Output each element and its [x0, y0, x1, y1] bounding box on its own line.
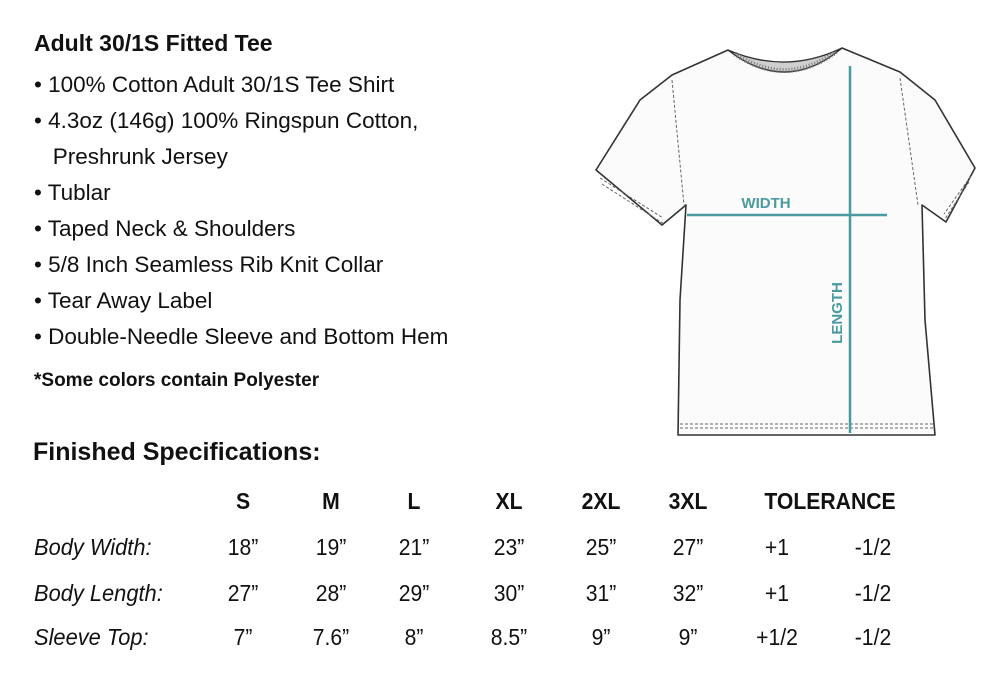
table-cell: 8”: [404, 624, 424, 650]
table-cell: 28”: [315, 580, 347, 606]
table-cell: 21”: [398, 534, 430, 560]
stitching: [599, 77, 972, 429]
tolerance-tol-minus: -1/2: [854, 580, 892, 606]
column-header: XL: [495, 488, 523, 514]
table-cell: 27”: [227, 580, 259, 606]
feature-item: • Double-Needle Sleeve and Bottom Hem: [34, 324, 449, 349]
table-cell: 7.6”: [312, 624, 350, 650]
polyester-note: *Some colors contain Polyester: [34, 370, 320, 391]
table-cell: 8.5”: [490, 624, 528, 650]
tolerance-tol-plus: +1: [764, 534, 790, 560]
column-header: M: [322, 488, 340, 514]
table-cell: 9”: [678, 624, 698, 650]
tee-shirt-outline: [595, 47, 976, 436]
table-cell: 27”: [672, 534, 704, 560]
tolerance-tol-plus: +1: [764, 580, 790, 606]
rib-knit: [733, 49, 838, 73]
table-cell: 9”: [591, 624, 611, 650]
tolerance-tol-minus: -1/2: [854, 624, 892, 650]
table-cell: 7”: [233, 624, 253, 650]
table-cell: 18”: [227, 534, 259, 560]
feature-item: • Tear Away Label: [34, 288, 213, 313]
feature-item: • 5/8 Inch Seamless Rib Knit Collar: [34, 252, 384, 277]
length-label: LENGTH: [829, 282, 846, 344]
row-label: Sleeve Top:: [34, 624, 149, 650]
feature-item: Preshrunk Jersey: [34, 144, 228, 169]
product-title: Adult 30/1S Fitted Tee: [34, 30, 273, 56]
column-header: TOLERANCE: [764, 488, 896, 514]
tolerance-tol-plus: +1/2: [756, 624, 798, 650]
feature-item: • Taped Neck & Shoulders: [34, 216, 296, 241]
column-header: 2XL: [581, 488, 621, 514]
specifications-title: Finished Specifications:: [33, 438, 321, 466]
table-cell: 32”: [672, 580, 704, 606]
column-header: L: [407, 488, 421, 514]
table-cell: 25”: [585, 534, 617, 560]
feature-item: • Tublar: [34, 180, 111, 205]
column-header: 3XL: [668, 488, 708, 514]
row-label: Body Width:: [34, 534, 152, 560]
table-cell: 19”: [315, 534, 347, 560]
table-cell: 30”: [493, 580, 525, 606]
column-header: S: [235, 488, 251, 514]
row-label: Body Length:: [34, 580, 163, 606]
table-cell: 31”: [585, 580, 617, 606]
tolerance-tol-minus: -1/2: [854, 534, 892, 560]
feature-item: • 100% Cotton Adult 30/1S Tee Shirt: [34, 72, 395, 97]
table-cell: 23”: [493, 534, 525, 560]
table-cell: 29”: [398, 580, 430, 606]
feature-item: • 4.3oz (146g) 100% Ringspun Cotton,: [34, 108, 419, 133]
width-label: WIDTH: [741, 195, 790, 212]
